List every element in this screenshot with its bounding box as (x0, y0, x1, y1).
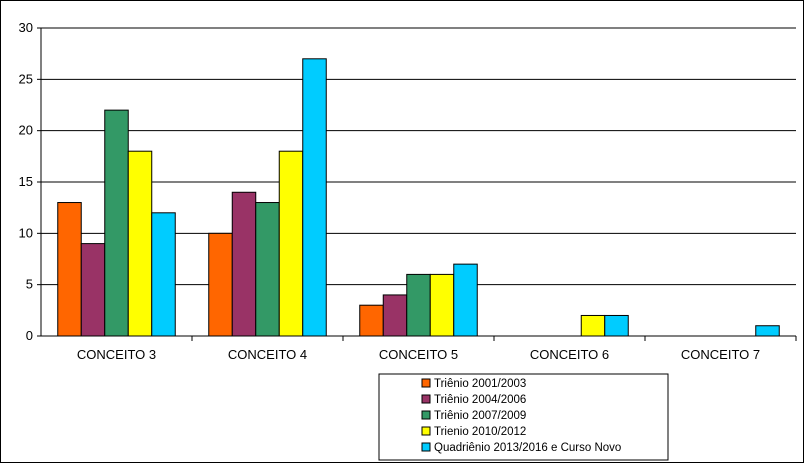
legend-label: Quadriênio 2013/2016 e Curso Novo (434, 442, 621, 454)
x-tick-labels: CONCEITO 3 CONCEITO 4 CONCEITO 5 CONCEITO 6… (77, 347, 760, 362)
bar (278, 150, 304, 337)
bar (580, 314, 606, 337)
legend-label: Trienio 2010/2012 (434, 426, 526, 438)
x-tick-label: CONCEITO 3 (77, 347, 156, 362)
bar (453, 263, 478, 337)
legend-swatch (421, 442, 431, 452)
bar (604, 314, 629, 337)
bar (755, 325, 780, 337)
bar (255, 202, 280, 337)
bar (359, 304, 384, 337)
x-tick-label: CONCEITO 6 (530, 347, 609, 362)
legend-label: Triênio 2007/2009 (434, 410, 526, 422)
legend: Triênio 2001/2003 Triênio 2004/2006 Triêni… (378, 373, 669, 461)
y-tick-label: 15 (19, 174, 33, 189)
bar (208, 232, 233, 337)
bar (57, 202, 82, 337)
bar (151, 212, 176, 337)
bar (429, 273, 455, 337)
legend-label: Triênio 2001/2003 (434, 378, 526, 390)
axes (37, 27, 797, 341)
bar (104, 109, 129, 337)
y-tick-label: 10 (19, 225, 33, 240)
y-tick-label: 25 (19, 71, 33, 86)
bar (302, 58, 327, 337)
bar (127, 150, 153, 337)
legend-swatch (421, 394, 431, 404)
y-tick-label: 5 (26, 277, 33, 292)
y-tick-label: 30 (19, 20, 33, 35)
x-tick-label: CONCEITO 5 (379, 347, 458, 362)
bar (406, 273, 431, 337)
legend-label: Triênio 2004/2006 (434, 394, 526, 406)
bar (382, 294, 408, 337)
x-tick-label: CONCEITO 4 (228, 347, 307, 362)
bar (231, 191, 257, 337)
x-tick-label: CONCEITO 7 (681, 347, 760, 362)
y-tick-label: 0 (26, 328, 33, 343)
bar (80, 243, 106, 337)
y-tick-label: 20 (19, 123, 33, 138)
y-tick-labels: 0 5 10 15 20 25 30 (19, 20, 33, 343)
legend-swatch (421, 426, 431, 436)
legend-swatch (421, 378, 431, 388)
legend-swatch (421, 410, 431, 420)
bars (57, 58, 780, 337)
